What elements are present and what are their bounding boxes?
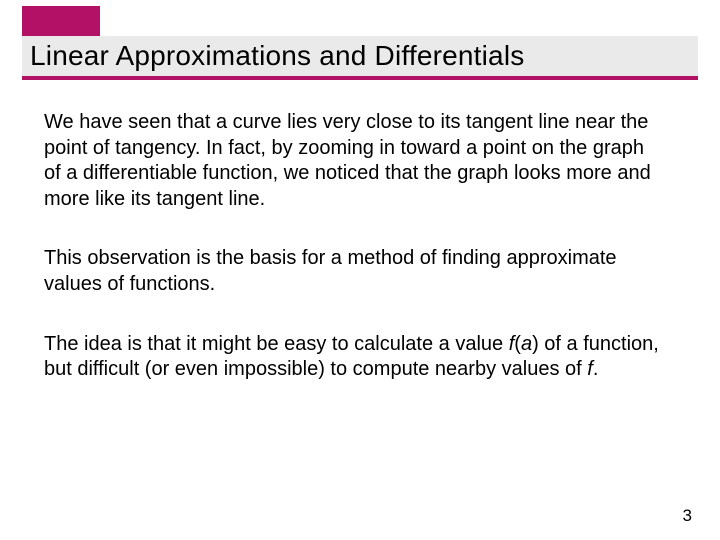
page-number: 3 bbox=[683, 506, 692, 526]
slide-body: We have seen that a curve lies very clos… bbox=[44, 110, 662, 383]
paragraph-2: This observation is the basis for a meth… bbox=[44, 246, 662, 297]
p3-text-a: The idea is that it might be easy to cal… bbox=[44, 333, 509, 355]
p3-arg-a: a bbox=[521, 333, 532, 355]
p3-text-b: ( bbox=[514, 333, 521, 355]
paragraph-1: We have seen that a curve lies very clos… bbox=[44, 110, 662, 212]
title-underline bbox=[22, 76, 698, 80]
paragraph-3: The idea is that it might be easy to cal… bbox=[44, 332, 662, 383]
p3-text-d: . bbox=[593, 358, 599, 380]
accent-block bbox=[22, 6, 100, 36]
slide-title: Linear Approximations and Differentials bbox=[30, 36, 690, 76]
